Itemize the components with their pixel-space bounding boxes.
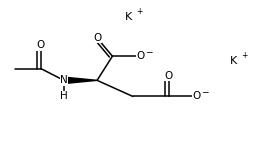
Text: +: + bbox=[136, 7, 143, 16]
Text: O: O bbox=[136, 51, 145, 61]
Text: K: K bbox=[125, 12, 133, 22]
Text: −: − bbox=[145, 47, 152, 56]
Text: +: + bbox=[241, 51, 247, 60]
Text: H: H bbox=[60, 91, 68, 101]
Text: K: K bbox=[230, 56, 237, 66]
Text: −: − bbox=[201, 87, 208, 96]
Text: N: N bbox=[60, 75, 68, 85]
Text: O: O bbox=[192, 91, 201, 101]
Text: O: O bbox=[164, 71, 173, 81]
Text: O: O bbox=[37, 40, 45, 50]
Polygon shape bbox=[64, 77, 97, 84]
Text: O: O bbox=[93, 33, 101, 43]
